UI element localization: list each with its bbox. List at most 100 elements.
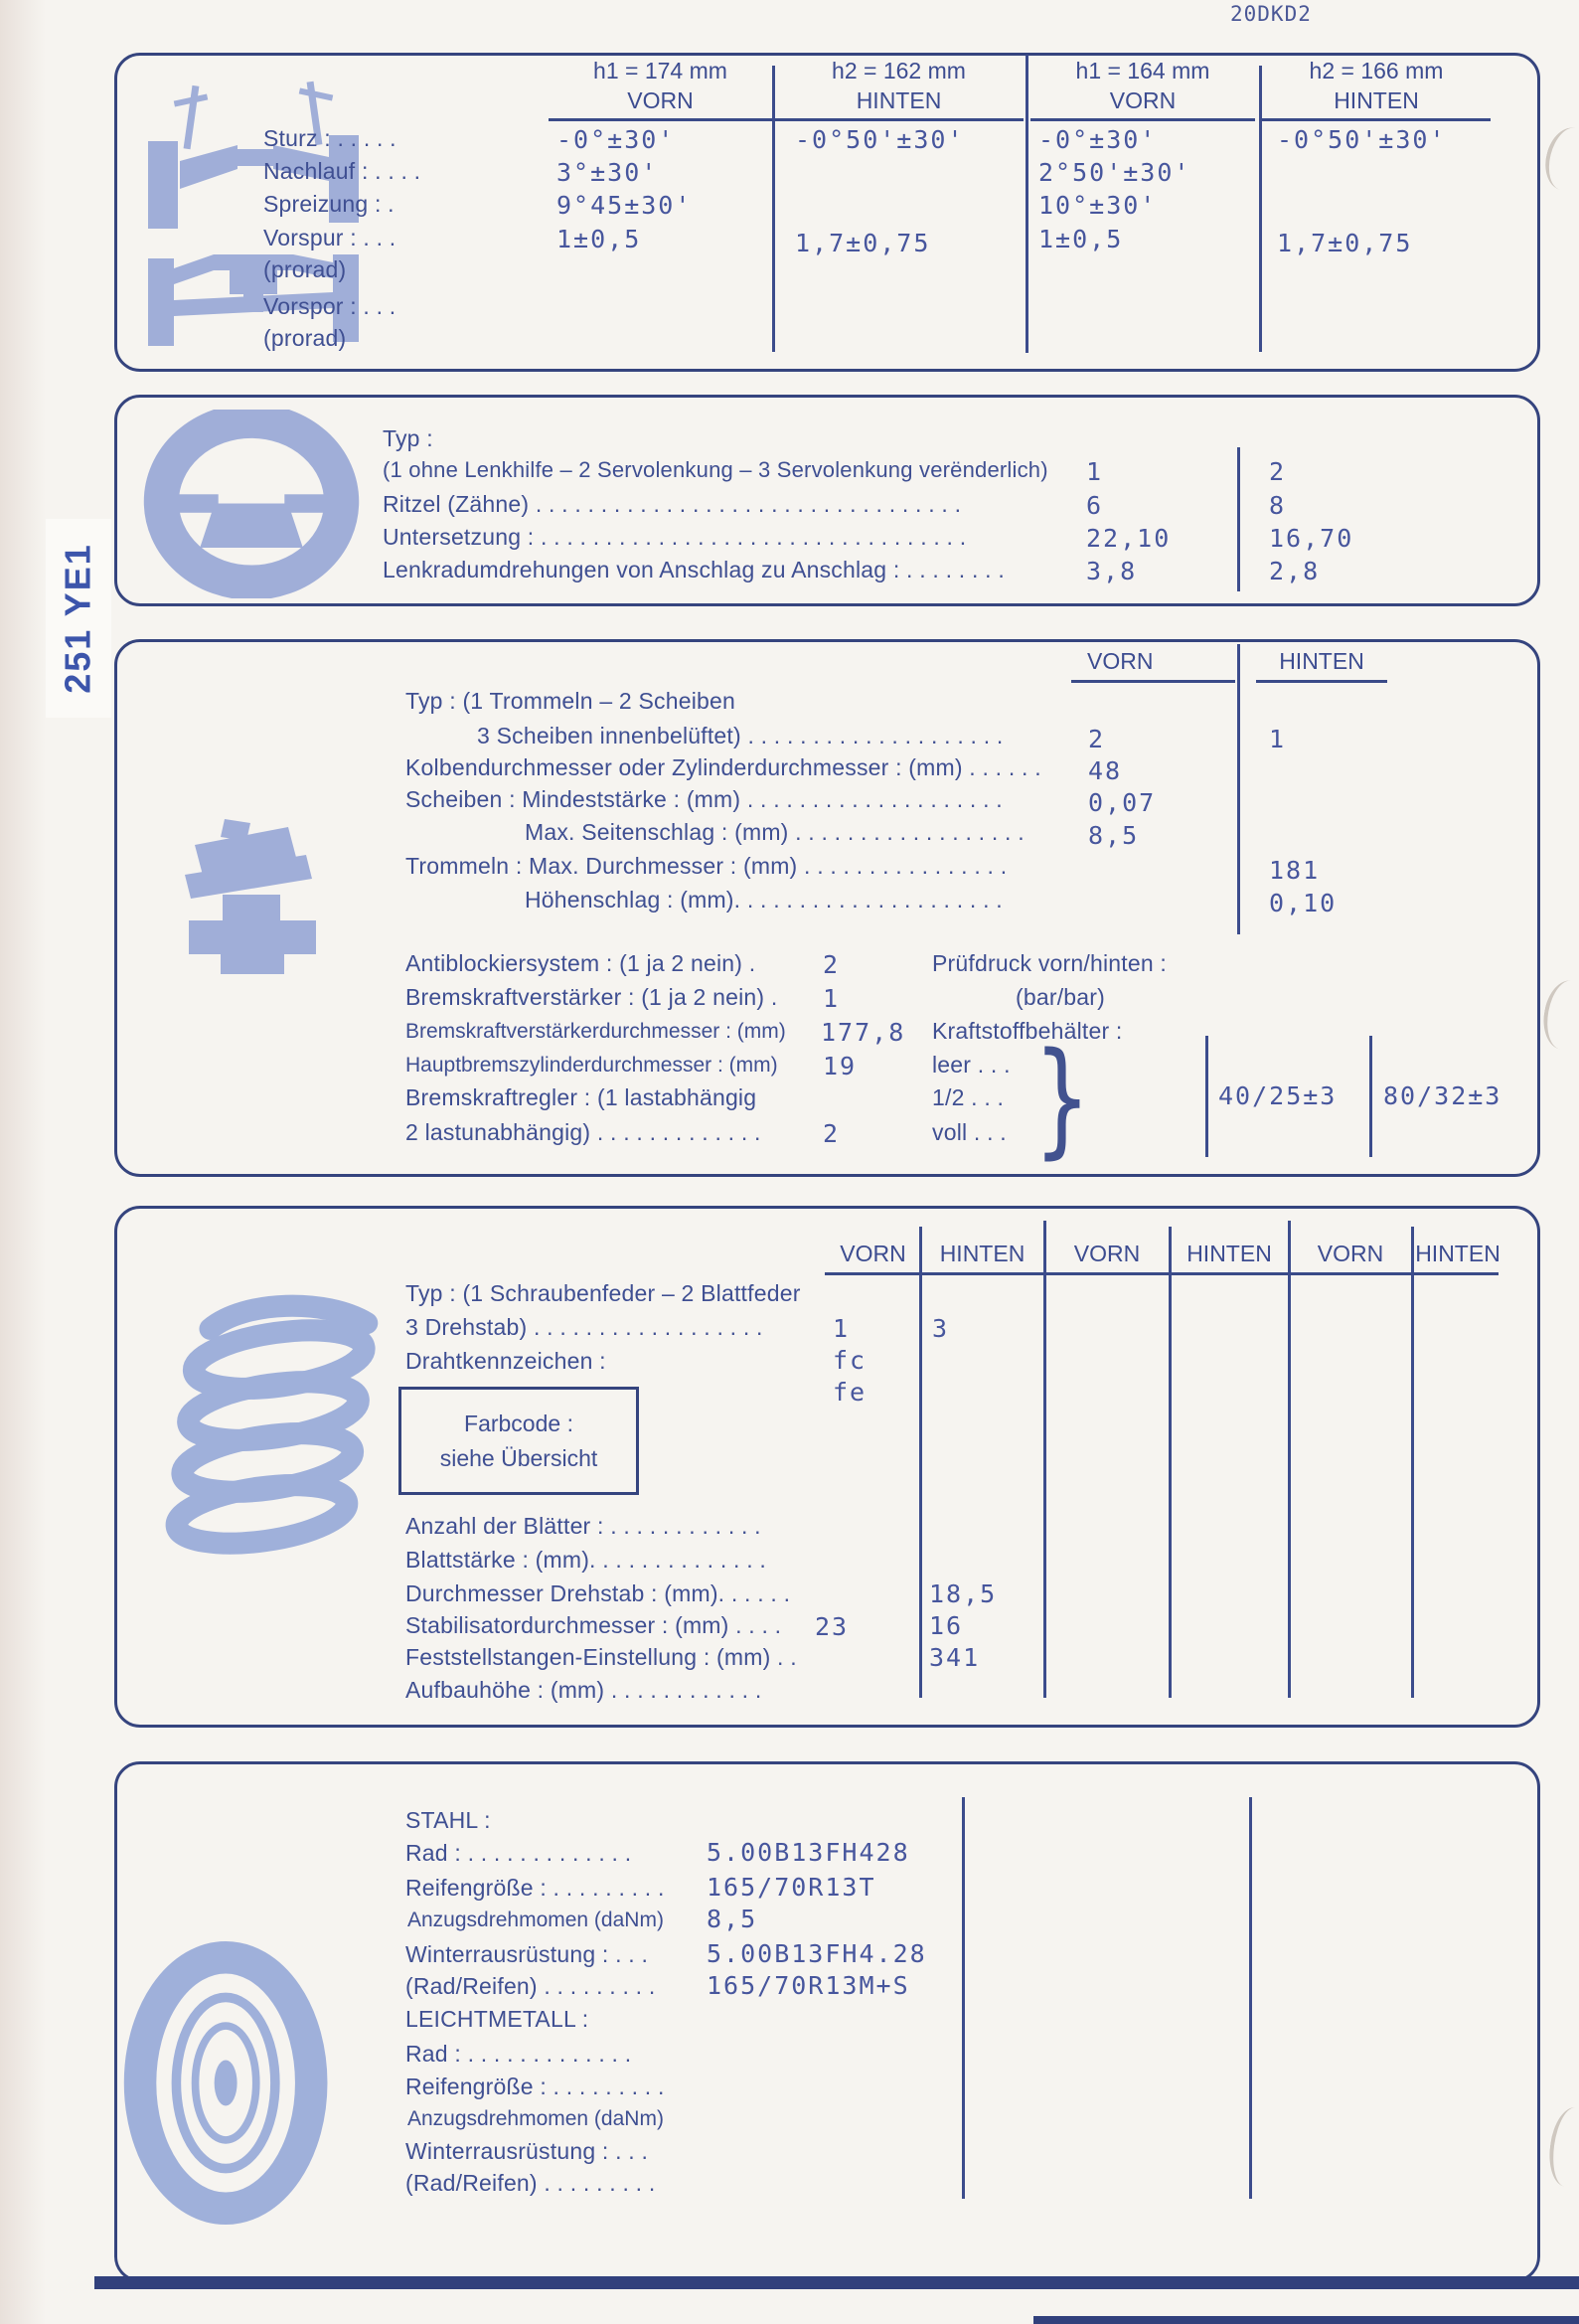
- steering-unter-v1: 22,10: [1086, 524, 1172, 553]
- farbcode-note-box: Farbcode : siehe Übersicht: [398, 1387, 639, 1495]
- wheels-rad-label: Rad : . . . . . . . . . . . . .: [405, 1840, 632, 1866]
- front-axle-icon: [148, 81, 359, 229]
- springs-blaetter-label: Anzahl der Blätter : . . . . . . . . . .…: [405, 1513, 761, 1539]
- sturz-c1: -0°±30': [556, 125, 676, 154]
- springs-feststell-label: Feststellstangen-Einstellung : (mm) . .: [405, 1644, 797, 1670]
- steering-typ-v1: 1: [1086, 457, 1104, 486]
- label-vorspur: Vorspur : . . .: [263, 225, 396, 250]
- brakes-typ-vorn: 2: [1088, 725, 1106, 753]
- brakes-regler-value: 2: [823, 1119, 841, 1148]
- brakes-section: [114, 639, 1540, 1177]
- brakes-pruefdruck-label: Prüfdruck vorn/hinten :: [932, 950, 1167, 976]
- col2-height-header: h2 = 162 mm: [832, 58, 966, 83]
- col3-height-header: h1 = 164 mm: [1075, 58, 1210, 83]
- steering-divider: [1237, 447, 1240, 591]
- brakes-vorn-header: VORN: [1087, 648, 1154, 674]
- spreizung-c3: 10°±30': [1038, 191, 1158, 220]
- springs-feststell-hinten: 341: [929, 1643, 981, 1672]
- brakes-kolben-label: Kolbendurchmesser oder Zylinderdurchmess…: [405, 754, 1041, 780]
- springs-header-underline: [825, 1272, 1499, 1275]
- col1-pos-header: VORN: [627, 87, 694, 113]
- wheels-winter-value: 5.00B13FH4.28: [707, 1939, 927, 1968]
- springs-typ-line1: Typ : (1 Schraubenfeder – 2 Blattfeder: [405, 1280, 801, 1306]
- brakes-vorn-underline: [1071, 680, 1235, 683]
- steering-typ-options: (1 ohne Lenkhilfe – 2 Servolenkung – 3 S…: [383, 457, 1048, 482]
- wheels-radreifen2-label: (Rad/Reifen) . . . . . . . . .: [405, 2170, 656, 2196]
- brakes-voll-label: voll . . .: [932, 1119, 1007, 1145]
- bottom-page-edge: [94, 2276, 1579, 2289]
- springs-drehstab-label: Durchmesser Drehstab : (mm). . . . . .: [405, 1580, 791, 1606]
- springs-draht-label: Drahtkennzeichen :: [405, 1348, 606, 1374]
- side-tab-label: 251 YE1: [58, 543, 98, 694]
- springs-divider-2: [1043, 1221, 1046, 1698]
- nachlauf-c1: 3°±30': [556, 158, 659, 187]
- label-sturz: Sturz : . . . . .: [263, 125, 396, 151]
- wheels-radreifen-value: 165/70R13M+S: [707, 1971, 910, 2000]
- steering-lenkrad-label: Lenkradumdrehungen von Anschlag zu Ansch…: [383, 557, 1005, 582]
- page-curl-mark-3: [1544, 2104, 1579, 2190]
- nachlauf-c3: 2°50'±30': [1038, 158, 1191, 187]
- brakes-hinten-header: HINTEN: [1279, 648, 1364, 674]
- brakes-typ-hinten: 1: [1269, 725, 1287, 753]
- suspension-section: [114, 1206, 1540, 1728]
- wheels-reifen2-label: Reifengröße : . . . . . . . . .: [405, 2074, 665, 2099]
- steering-wheel-icon: [143, 410, 360, 598]
- steering-ritzel-label: Ritzel (Zähne) . . . . . . . . . . . . .…: [383, 491, 962, 517]
- spreizung-c1: 9°45±30': [556, 191, 693, 220]
- wheels-rad2-label: Rad : . . . . . . . . . . . . .: [405, 2041, 632, 2067]
- brakes-bkv-label: Bremskraftverstärker : (1 ja 2 nein) .: [405, 984, 778, 1010]
- brakes-hbz-label: Hauptbremszylinderdurchmesser : (mm): [405, 1054, 778, 1077]
- wheels-rad-value: 5.00B13FH428: [707, 1838, 910, 1867]
- page-curl-mark-1: [1538, 122, 1579, 196]
- brakes-trommel-hinten: 181: [1269, 856, 1321, 885]
- document-code: 20DKD2: [1230, 2, 1312, 26]
- brakes-trommeln-label: Trommeln : Max. Durchmesser : (mm) . . .…: [405, 853, 1008, 879]
- divider-col1-col2: [772, 66, 775, 352]
- springs-header-hinten-3: HINTEN: [1415, 1241, 1500, 1266]
- wheels-winter2-label: Winterrausrüstung : . . .: [405, 2138, 649, 2164]
- springs-divider-5: [1411, 1227, 1414, 1698]
- springs-stabi-label: Stabilisatordurchmesser : (mm) . . . .: [405, 1612, 782, 1638]
- steering-unter-v2: 16,70: [1269, 524, 1354, 553]
- scan-edge-shade: [0, 0, 46, 2324]
- brake-master-cylinder-icon: [185, 819, 316, 974]
- col2-underline: [774, 118, 1024, 121]
- label-prorad-2: (prorad): [263, 325, 347, 351]
- alignment-section: [114, 53, 1540, 372]
- brakes-hoehenschlag-hinten: 0,10: [1269, 889, 1338, 917]
- steering-ritzel-v1: 6: [1086, 491, 1104, 520]
- farbcode-line2: siehe Übersicht: [439, 1444, 598, 1471]
- wheels-winter-label: Winterrausrüstung : . . .: [405, 1941, 649, 1967]
- steering-section: [114, 395, 1540, 606]
- label-nachlauf: Nachlauf : . . . .: [263, 158, 421, 184]
- springs-header-vorn-1: VORN: [840, 1241, 906, 1266]
- brakes-hoehenschlag-label: Höhenschlag : (mm). . . . . . . . . . . …: [525, 887, 1003, 913]
- springs-divider-1: [919, 1227, 922, 1698]
- label-prorad-1: (prorad): [263, 256, 347, 282]
- brakes-hbz-value: 19: [823, 1052, 858, 1080]
- brakes-seitenschlag-vorn: 8,5: [1088, 821, 1140, 850]
- springs-header-hinten-1: HINTEN: [939, 1241, 1026, 1266]
- wheels-anzug2-label: Anzugsdrehmomen (daNm): [407, 2107, 664, 2130]
- brakes-main-divider: [1237, 644, 1240, 934]
- wheels-stahl-label: STAHL :: [405, 1807, 491, 1833]
- pressure-divider-mid: [1369, 1036, 1372, 1157]
- label-spreizung: Spreizung : .: [263, 191, 395, 217]
- springs-blattstaerke-label: Blattstärke : (mm). . . . . . . . . . . …: [405, 1547, 766, 1573]
- wheels-anzug-label: Anzugsdrehmomen (daNm): [407, 1909, 664, 1931]
- wheels-anzug-value: 8,5: [707, 1905, 758, 1933]
- springs-typ-hinten: 3: [932, 1314, 950, 1343]
- vorspur-c1: 1±0,5: [556, 225, 642, 253]
- vorspur-c2: 1,7±0,75: [795, 229, 931, 257]
- steering-lenkrad-v1: 3,8: [1086, 557, 1138, 585]
- steering-untersetzung-label: Untersetzung : . . . . . . . . . . . . .…: [383, 524, 967, 550]
- springs-aufbau-label: Aufbauhöhe : (mm) . . . . . . . . . . . …: [405, 1677, 762, 1703]
- bottom-page-edge-2: [1033, 2316, 1579, 2324]
- vorspur-c3: 1±0,5: [1038, 225, 1124, 253]
- springs-divider-4: [1288, 1221, 1291, 1698]
- col4-underline: [1262, 118, 1491, 121]
- tank-brace-glyph: }: [1033, 1025, 1091, 1171]
- wheels-divider-2: [1249, 1797, 1252, 2199]
- col1-underline: [549, 118, 772, 121]
